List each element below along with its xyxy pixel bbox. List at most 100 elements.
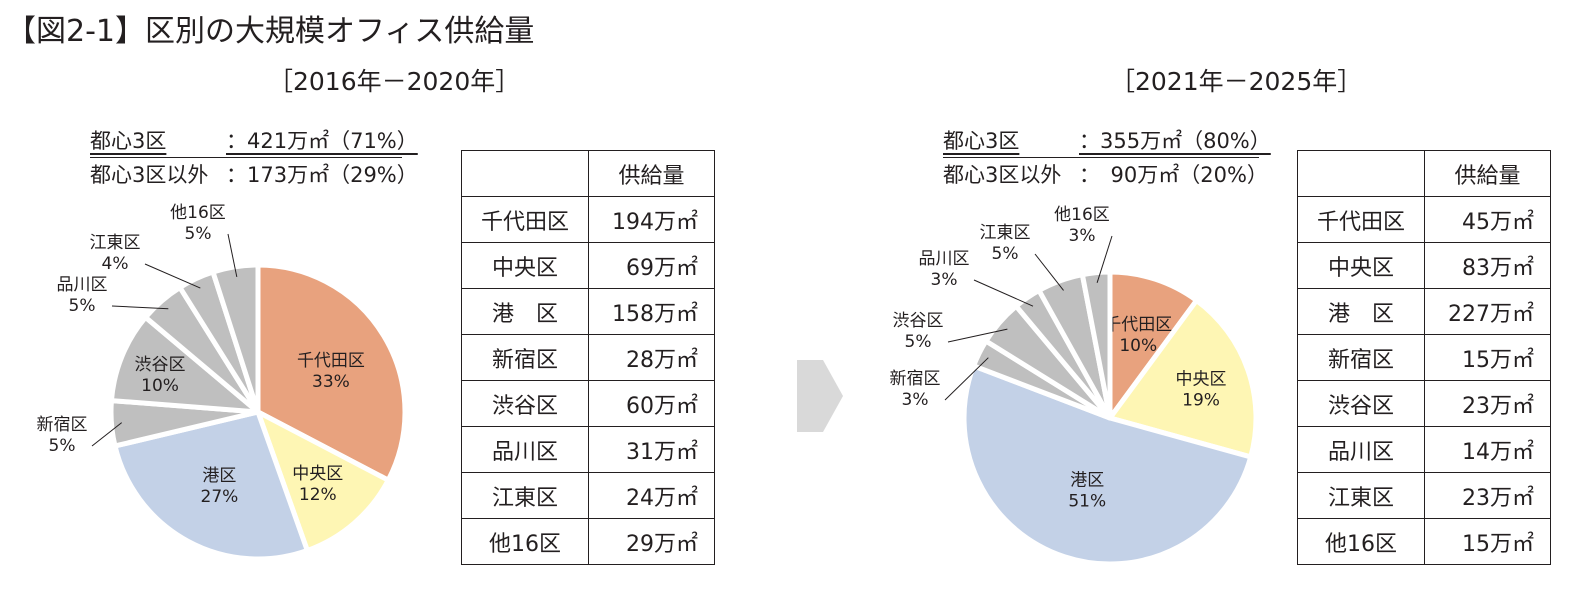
table-row: 江東区 23万㎡	[1297, 472, 1551, 519]
ward-cell: 千代田区	[1297, 196, 1425, 243]
slice-label: 他16区	[170, 203, 226, 223]
table-row: 千代田区 45万㎡	[1297, 196, 1551, 243]
leader-line	[947, 328, 1008, 343]
leader-line	[1034, 253, 1064, 291]
table-row: 渋谷区 23万㎡	[1297, 380, 1551, 427]
table-row: 千代田区 194万㎡	[461, 196, 715, 243]
slice-percent: 3%	[931, 270, 958, 290]
slice-label: 渋谷区	[893, 311, 944, 331]
pie-slice	[112, 409, 310, 562]
pie-chart-right: 千代田区10%中央区19%港区51%新宿区3%渋谷区5%品川区3%江東区5%他1…	[890, 205, 1259, 567]
table-corner-cell	[461, 150, 589, 197]
supply-value-cell: 45万㎡	[1424, 196, 1551, 243]
leader-line	[144, 263, 201, 289]
supply-value-cell: 24万㎡	[588, 472, 715, 519]
pie-slice	[1107, 269, 1200, 421]
supply-value-cell: 227万㎡	[1424, 288, 1551, 335]
period-label-left: ［2016年－2020年］	[268, 67, 521, 96]
period-label-right: ［2021年－2025年］	[1110, 67, 1363, 96]
pie-slice	[255, 409, 391, 553]
slice-label: 千代田区	[1104, 315, 1172, 335]
pie-slice	[108, 314, 261, 415]
summary-label: 都心3区以外	[90, 163, 209, 187]
summary-value: ：173万㎡（29%）	[226, 163, 418, 187]
ward-cell: 他16区	[461, 518, 589, 565]
slice-label: 千代田区	[297, 351, 365, 371]
summary-value: ：355万㎡（80%）	[1079, 129, 1271, 153]
table-row: 他16区 15万㎡	[1297, 518, 1551, 565]
ward-cell: 江東区	[1297, 472, 1425, 519]
supply-value-cell: 23万㎡	[1424, 380, 1551, 427]
ward-cell: 江東区	[461, 472, 589, 519]
table-row: 港 区 227万㎡	[1297, 288, 1551, 335]
ward-cell: 他16区	[1297, 518, 1425, 565]
slice-percent: 3%	[902, 390, 929, 410]
table-header-supply: 供給量	[588, 150, 715, 197]
pie-slice	[255, 262, 408, 483]
summary-value: ：421万㎡（71%）	[226, 129, 418, 153]
slice-percent: 51%	[1068, 491, 1106, 511]
leader-line	[91, 422, 123, 447]
ward-cell: 中央区	[461, 242, 589, 289]
table-row: 新宿区 15万㎡	[1297, 334, 1551, 381]
table-header-row: 供給量	[461, 150, 715, 197]
table-row: 新宿区 28万㎡	[461, 334, 715, 381]
table-row: 中央区 69万㎡	[461, 242, 715, 289]
slice-percent: 12%	[299, 485, 337, 505]
ward-cell: 千代田区	[461, 196, 589, 243]
slice-percent: 3%	[1069, 226, 1096, 246]
slice-label: 新宿区	[890, 369, 941, 389]
table-row: 江東区 24万㎡	[461, 472, 715, 519]
summary-left: 都心3区 ：421万㎡（71%） 都心3区以外 ：173万㎡（29%）	[90, 124, 418, 192]
slice-percent: 19%	[1182, 390, 1220, 410]
supply-value-cell: 29万㎡	[588, 518, 715, 565]
supply-value-cell: 28万㎡	[588, 334, 715, 381]
slice-label: 品川区	[57, 275, 108, 295]
supply-value-cell: 158万㎡	[588, 288, 715, 335]
supply-value-cell: 14万㎡	[1424, 426, 1551, 473]
ward-cell: 品川区	[1297, 426, 1425, 473]
table-corner-cell	[1297, 150, 1425, 197]
slice-percent: 10%	[141, 376, 179, 396]
summary-row: 都心3区 ：421万㎡（71%）	[90, 124, 418, 158]
slice-percent: 27%	[201, 487, 239, 507]
pie-slice	[1079, 269, 1113, 421]
ward-cell: 港 区	[1297, 288, 1425, 335]
summary-label: 都心3区以外	[943, 163, 1062, 187]
ward-cell: 渋谷区	[1297, 380, 1425, 427]
supply-value-cell: 194万㎡	[588, 196, 715, 243]
leader-line	[111, 305, 169, 310]
summary-divider	[90, 157, 402, 158]
ward-cell: 渋谷区	[461, 380, 589, 427]
slice-label: 渋谷区	[135, 355, 186, 375]
slice-percent: 5%	[69, 296, 96, 316]
slice-label: 品川区	[919, 249, 970, 269]
slice-label: 港区	[202, 466, 236, 486]
leader-line	[973, 279, 1034, 307]
supply-value-cell: 60万㎡	[588, 380, 715, 427]
slice-percent: 4%	[102, 254, 129, 274]
summary-right: 都心3区 ：355万㎡（80%） 都心3区以外 ： 90万㎡（20%）	[943, 124, 1271, 192]
ward-cell: 新宿区	[1297, 334, 1425, 381]
ward-cell: 中央区	[1297, 242, 1425, 289]
summary-row: 都心3区以外 ： 90万㎡（20%）	[943, 158, 1268, 192]
supply-value-cell: 83万㎡	[1424, 242, 1551, 289]
summary-label: 都心3区	[943, 129, 1020, 153]
slice-label: 新宿区	[37, 415, 88, 435]
pie-slice	[961, 363, 1254, 567]
table-row: 品川区 14万㎡	[1297, 426, 1551, 473]
supply-value-cell: 15万㎡	[1424, 334, 1551, 381]
slice-label: 中央区	[1176, 369, 1227, 389]
pie-slice	[1107, 297, 1259, 460]
supply-value-cell: 15万㎡	[1424, 518, 1551, 565]
ward-cell: 品川区	[461, 426, 589, 473]
slice-percent: 10%	[1119, 336, 1157, 356]
supply-value-cell: 31万㎡	[588, 426, 715, 473]
summary-row: 都心3区 ：355万㎡（80%）	[943, 124, 1271, 158]
slice-percent: 33%	[312, 372, 350, 392]
ward-cell: 港 区	[461, 288, 589, 335]
pie-chart-left: 千代田区33%中央区12%港区27%新宿区5%渋谷区10%品川区5%江東区4%他…	[37, 203, 408, 562]
figure-title: 【図2-1】区別の大規模オフィス供給量	[6, 14, 535, 49]
